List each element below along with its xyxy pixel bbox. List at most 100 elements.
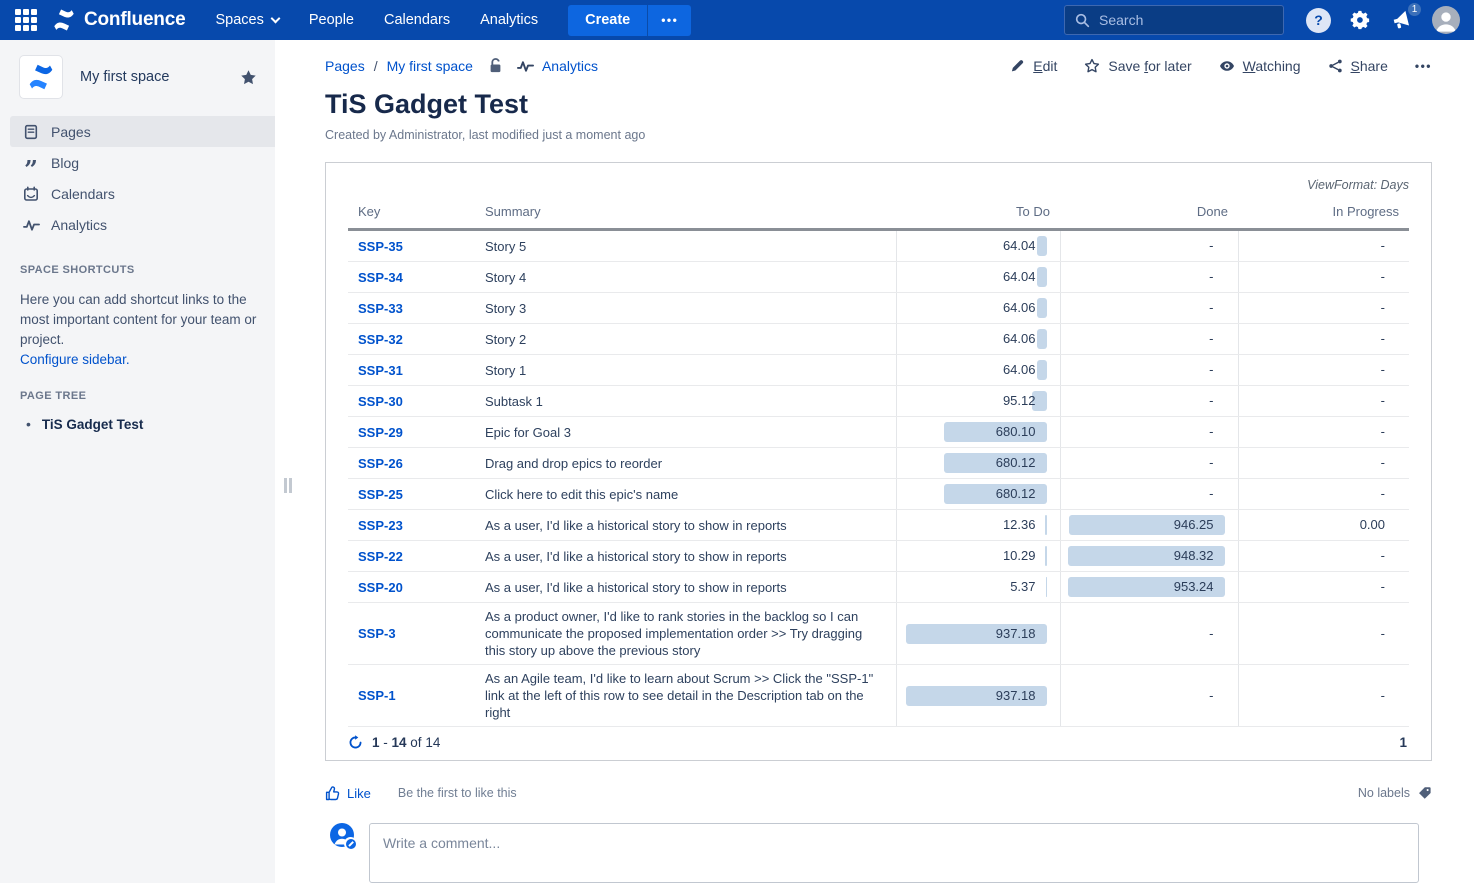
sidebar-item-blog[interactable]: ” Blog — [24, 154, 80, 184]
issue-link-ssp-31[interactable]: SSP-31 — [358, 362, 403, 378]
user-avatar[interactable] — [1432, 6, 1460, 34]
table-row: SSP-32 Story 2 64.06 - - — [348, 323, 1409, 355]
value-bar — [905, 685, 1047, 706]
todo-value-cell: 95.12 — [895, 385, 1060, 417]
nav-item-calendars[interactable]: Calendars — [384, 12, 450, 28]
value-text: 64.06 — [1002, 331, 1036, 346]
issue-link-ssp-20[interactable]: SSP-20 — [358, 579, 403, 595]
issue-link-ssp-33[interactable]: SSP-33 — [358, 300, 403, 316]
done-value-cell: 953.24 — [1059, 571, 1238, 603]
issue-link-ssp-35[interactable]: SSP-35 — [358, 238, 403, 254]
confluence-home-link[interactable]: Confluence — [52, 8, 186, 32]
sidebar-item-calendars[interactable]: Calendars — [10, 178, 275, 209]
issue-summary-cell: Story 5 — [475, 229, 896, 262]
breadcrumb: Pages / My first space Analytics — [325, 57, 598, 74]
sidebar-item-label: Blog — [51, 154, 80, 171]
question-mark-icon: ? — [1314, 12, 1323, 28]
value-text: - — [1380, 579, 1385, 594]
issue-summary-cell: As a user, I'd like a historical story t… — [475, 571, 896, 603]
issue-key-cell: SSP-35 — [348, 229, 475, 262]
todo-value-cell: 64.04 — [895, 261, 1060, 293]
issue-link-ssp-32[interactable]: SSP-32 — [358, 331, 403, 347]
issue-key-cell: SSP-3 — [348, 602, 475, 665]
sidebar-item-pages[interactable]: Pages — [10, 116, 275, 147]
page-tree: • TiS Gadget Test — [20, 416, 255, 432]
done-value-cell: - — [1059, 323, 1238, 355]
issue-link-ssp-30[interactable]: SSP-30 — [358, 393, 403, 409]
nav-more-button[interactable]: ••• — [647, 4, 692, 36]
done-value-cell: - — [1059, 229, 1238, 262]
issue-summary-cell: Subtask 1 — [475, 385, 896, 417]
value-bar — [944, 453, 1047, 473]
page-more-actions-button[interactable]: ••• — [1414, 58, 1432, 73]
table-row: SSP-35 Story 5 64.04 - - — [348, 229, 1409, 262]
comment-input[interactable] — [369, 823, 1419, 883]
nav-item-analytics[interactable]: Analytics — [480, 12, 538, 28]
issue-summary-cell: Story 3 — [475, 292, 896, 324]
favorite-space-button[interactable] — [240, 69, 257, 86]
breadcrumb-link-my-first-space[interactable]: My first space — [386, 57, 473, 74]
current-page-number[interactable]: 1 — [1399, 735, 1407, 750]
value-bar — [1045, 577, 1047, 597]
space-header: My first space — [0, 56, 275, 110]
settings-button[interactable] — [1349, 9, 1372, 32]
issue-link-ssp-29[interactable]: SSP-29 — [358, 424, 403, 440]
value-text: - — [1380, 548, 1385, 563]
table-row: SSP-23 As a user, I'd like a historical s… — [348, 509, 1409, 541]
space-logo-icon[interactable] — [20, 56, 62, 98]
watching-button[interactable]: Watching — [1219, 58, 1301, 74]
value-bar — [1036, 236, 1047, 256]
issue-summary-cell: Drag and drop epics to reorder — [475, 447, 896, 479]
issue-key-cell: SSP-31 — [348, 354, 475, 386]
search-input[interactable] — [1099, 12, 1273, 28]
time-in-status-gadget: ViewFormat: Days Key Summary To Do Done In P… — [325, 162, 1432, 761]
sidebar-item-label: Pages — [51, 123, 91, 140]
like-label: Like — [347, 785, 371, 801]
done-value-cell: 946.25 — [1059, 509, 1238, 541]
breadcrumb-analytics[interactable]: Analytics — [516, 58, 598, 74]
issue-link-ssp-34[interactable]: SSP-34 — [358, 269, 403, 285]
time-in-status-table: Key Summary To Do Done In Progress SSP-35 Sto… — [348, 194, 1409, 727]
value-text: 680.10 — [995, 424, 1036, 439]
refresh-button[interactable] — [348, 735, 363, 750]
inprogress-value-cell: - — [1237, 571, 1409, 603]
space-shortcuts-heading: SPACE SHORTCUTS — [20, 264, 135, 276]
like-button[interactable]: Like — [325, 785, 371, 801]
sidebar-item-analytics[interactable]: Analytics — [10, 209, 275, 240]
edit-button[interactable]: Edit — [1010, 58, 1057, 74]
breadcrumb-link-pages[interactable]: Pages — [325, 57, 365, 74]
sidebar-resize-handle[interactable] — [284, 478, 292, 493]
issue-link-ssp-23[interactable]: SSP-23 — [358, 517, 403, 533]
announcements-button[interactable]: 1 — [1390, 1, 1423, 32]
view-format-label: ViewFormat: Days — [1307, 178, 1409, 192]
value-bar — [1036, 267, 1047, 287]
share-button[interactable]: Share — [1328, 58, 1388, 74]
nav-item-spaces[interactable]: Spaces — [215, 12, 281, 28]
create-button[interactable]: Create — [568, 4, 648, 36]
labels-control[interactable]: No labels — [1358, 786, 1432, 800]
like-hint: Be the first to like this — [397, 786, 517, 800]
issue-key-cell: SSP-30 — [348, 385, 475, 417]
table-row: SSP-31 Story 1 64.06 - - — [348, 354, 1409, 386]
help-button[interactable]: ? — [1306, 7, 1331, 33]
page-tree-link-tis-gadget-test[interactable]: TiS Gadget Test — [41, 416, 144, 432]
issue-link-ssp-1[interactable]: SSP-1 — [358, 688, 396, 703]
star-filled-icon — [240, 69, 257, 86]
value-text: - — [1209, 269, 1214, 284]
inprogress-value-cell: - — [1237, 478, 1409, 510]
configure-sidebar-link[interactable]: Configure sidebar. — [20, 352, 130, 367]
nav-item-people[interactable]: People — [309, 12, 354, 28]
issue-link-ssp-3[interactable]: SSP-3 — [358, 626, 396, 641]
app-switcher-button[interactable] — [8, 2, 44, 38]
done-value-cell: - — [1059, 354, 1238, 386]
space-name[interactable]: My first space — [80, 69, 170, 85]
issue-summary-cell: As a user, I'd like a historical story t… — [475, 540, 896, 572]
unlocked-icon — [487, 57, 504, 74]
issue-link-ssp-25[interactable]: SSP-25 — [358, 486, 403, 502]
share-icon — [1328, 58, 1343, 74]
value-text: 953.24 — [1173, 579, 1214, 594]
issue-link-ssp-26[interactable]: SSP-26 — [358, 455, 403, 471]
todo-value-cell: 64.04 — [895, 229, 1060, 262]
issue-link-ssp-22[interactable]: SSP-22 — [358, 548, 403, 564]
save-for-later-button[interactable]: Save for later — [1084, 58, 1192, 74]
